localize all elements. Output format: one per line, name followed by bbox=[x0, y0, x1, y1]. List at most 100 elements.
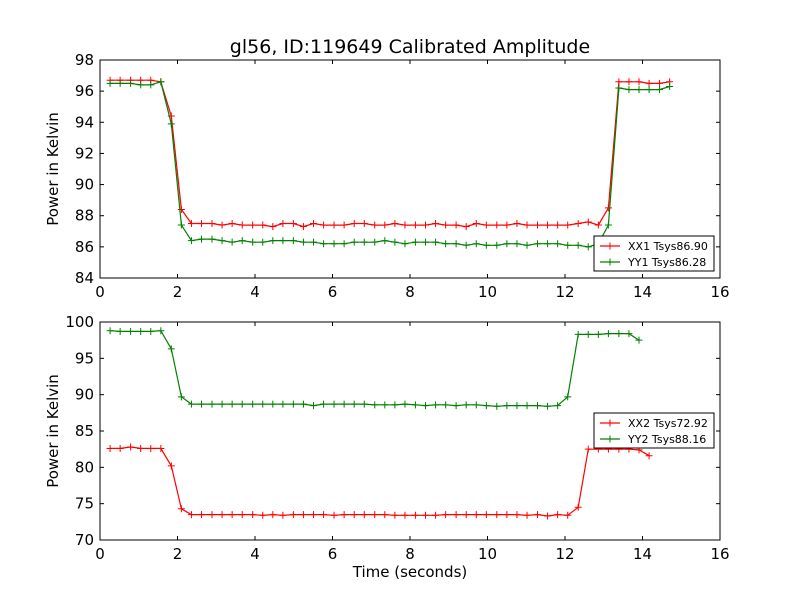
data-point bbox=[422, 238, 429, 246]
data-point bbox=[371, 511, 379, 519]
data-point bbox=[493, 511, 501, 519]
x-tick-label: 10 bbox=[478, 283, 497, 301]
y-tick-label: 85 bbox=[75, 422, 94, 440]
data-point bbox=[422, 511, 429, 519]
data-point bbox=[381, 221, 389, 229]
legend: XX1 Tsys86.90 YY1 Tsys86.28 bbox=[593, 235, 715, 272]
x-tick-label: 6 bbox=[328, 545, 338, 563]
legend-marker bbox=[606, 258, 614, 266]
legend-label: YY2 Tsys88.16 bbox=[627, 433, 706, 446]
series-line bbox=[110, 79, 670, 228]
data-point bbox=[187, 220, 195, 227]
data-point bbox=[157, 444, 165, 452]
data-point bbox=[259, 511, 267, 519]
data-point bbox=[249, 511, 257, 519]
y-tick-label: 95 bbox=[75, 349, 94, 367]
data-point bbox=[340, 221, 348, 229]
data-point bbox=[340, 511, 348, 519]
data-point bbox=[432, 238, 440, 246]
data-point bbox=[411, 511, 419, 519]
data-point bbox=[554, 221, 562, 229]
data-point bbox=[604, 204, 612, 212]
data-point bbox=[574, 241, 582, 249]
data-point bbox=[442, 240, 450, 248]
data-point bbox=[564, 221, 572, 229]
data-point bbox=[462, 241, 470, 249]
data-point bbox=[299, 238, 307, 246]
data-point bbox=[330, 511, 338, 519]
data-point bbox=[493, 221, 501, 229]
legend-marker bbox=[606, 242, 614, 250]
data-point bbox=[137, 81, 145, 89]
data-point bbox=[594, 330, 602, 338]
data-point bbox=[615, 78, 623, 86]
y-tick-label: 75 bbox=[75, 495, 94, 513]
data-point bbox=[310, 238, 318, 246]
series-2-1 bbox=[106, 443, 653, 520]
data-point bbox=[340, 400, 348, 408]
data-point bbox=[381, 237, 389, 245]
data-point bbox=[574, 330, 582, 338]
data-point bbox=[523, 221, 531, 229]
data-point bbox=[116, 327, 124, 335]
data-point bbox=[116, 444, 124, 452]
y-tick-label: 86 bbox=[75, 238, 94, 256]
data-point bbox=[604, 330, 612, 338]
data-point bbox=[371, 238, 379, 246]
x-tick-label: 14 bbox=[633, 545, 652, 563]
bottom-plot-panel: 0 2 4 6 8 10 12 14 16 70 75 80 85 90 95 100 Power in Kel… bbox=[44, 313, 730, 581]
series-line bbox=[110, 446, 650, 517]
data-point bbox=[147, 444, 155, 452]
data-point bbox=[198, 400, 206, 408]
data-point bbox=[584, 445, 592, 453]
data-point bbox=[472, 511, 480, 519]
data-point bbox=[656, 79, 664, 87]
legend-marker bbox=[606, 419, 614, 427]
data-point bbox=[625, 86, 633, 94]
data-point bbox=[625, 330, 633, 338]
y-tick-label: 88 bbox=[75, 207, 94, 225]
data-point bbox=[106, 79, 114, 87]
data-point bbox=[187, 400, 195, 408]
x-tick-label: 2 bbox=[173, 283, 183, 301]
data-point bbox=[269, 400, 277, 408]
data-point bbox=[330, 240, 338, 248]
data-point bbox=[503, 402, 511, 410]
data-point bbox=[472, 240, 480, 248]
y-tick-label: 100 bbox=[65, 313, 94, 331]
legend-box bbox=[593, 235, 715, 272]
data-point bbox=[554, 240, 562, 248]
x-tick-label: 12 bbox=[555, 283, 574, 301]
data-point bbox=[401, 511, 409, 519]
data-point bbox=[127, 79, 135, 87]
data-point bbox=[442, 511, 450, 519]
data-point bbox=[371, 221, 379, 229]
data-point bbox=[533, 511, 541, 519]
data-point bbox=[360, 400, 368, 408]
data-point bbox=[401, 221, 409, 229]
y-tick-label: 90 bbox=[75, 176, 94, 194]
data-point bbox=[289, 400, 297, 408]
data-point bbox=[411, 221, 419, 229]
data-point bbox=[564, 511, 572, 519]
data-point bbox=[137, 444, 145, 452]
data-point bbox=[462, 223, 470, 231]
data-point bbox=[645, 79, 653, 87]
data-point bbox=[594, 221, 602, 229]
data-point bbox=[177, 505, 185, 513]
data-point bbox=[157, 78, 165, 86]
legend-label: XX1 Tsys86.90 bbox=[628, 240, 708, 253]
data-point bbox=[645, 452, 653, 460]
data-point bbox=[218, 237, 226, 245]
data-point bbox=[259, 238, 267, 246]
data-point bbox=[462, 401, 470, 409]
data-point bbox=[452, 402, 460, 410]
data-point bbox=[147, 327, 155, 335]
legend-item: XX2 Tsys72.92 bbox=[600, 417, 708, 430]
data-point bbox=[482, 241, 490, 249]
data-point bbox=[442, 401, 450, 409]
data-point bbox=[584, 330, 592, 338]
data-point bbox=[544, 240, 552, 248]
x-tick-label: 14 bbox=[633, 283, 652, 301]
data-point bbox=[299, 400, 307, 408]
